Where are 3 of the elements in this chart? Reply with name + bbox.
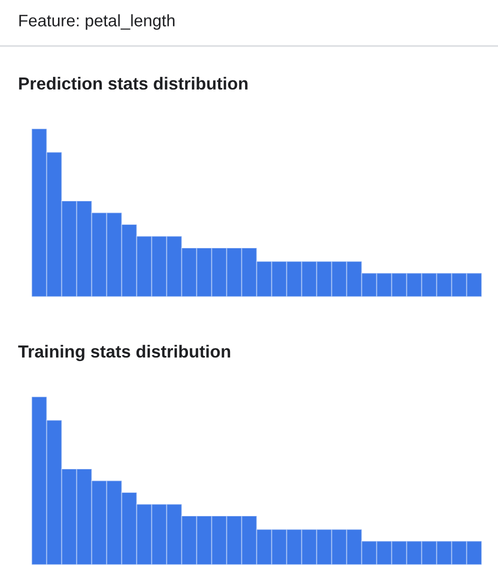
chart-title: Training stats distribution (18, 344, 230, 362)
text: Feature: petal_length (19, 14, 174, 30)
chart-title: Prediction stats distribution (19, 76, 248, 90)
